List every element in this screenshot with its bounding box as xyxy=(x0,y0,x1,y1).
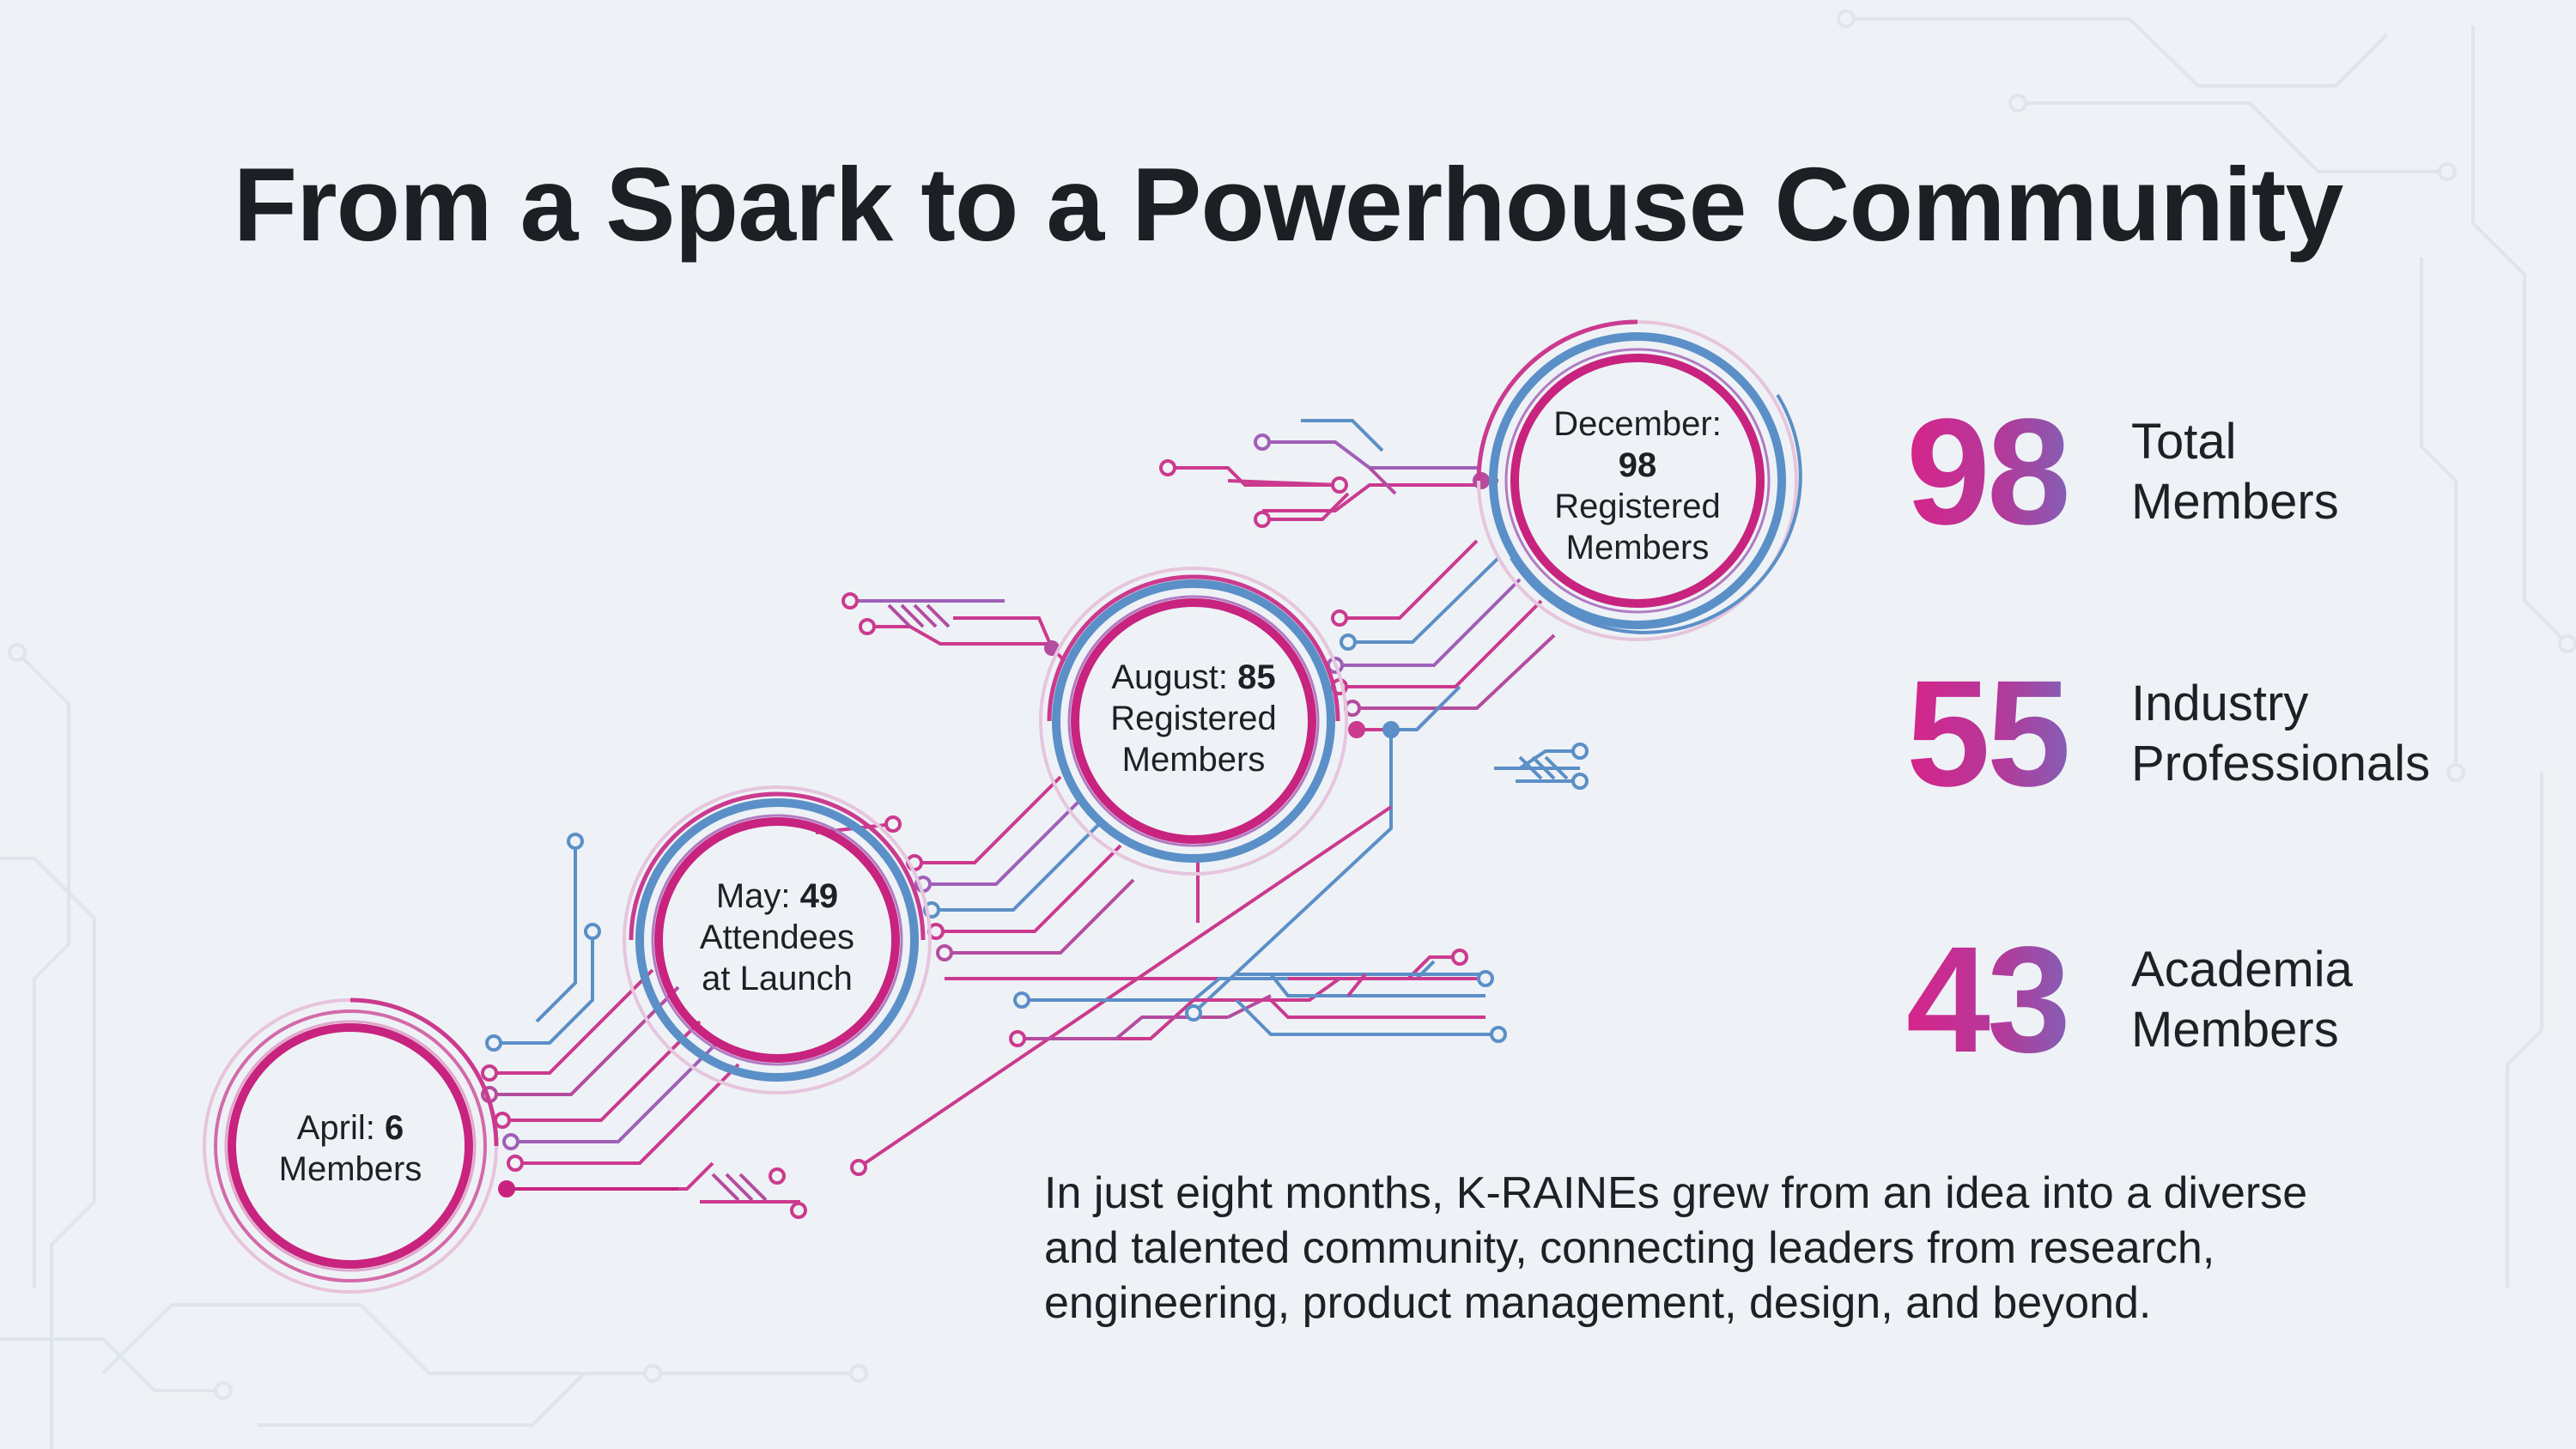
stat-total-members: 98 Total Members xyxy=(1906,395,2559,549)
traces-august-to-december xyxy=(857,539,1580,1169)
milestone-label-may: May: 49 Attendees at Launch xyxy=(699,877,855,997)
milestone-label-december: December: 98 Registered Members xyxy=(1553,405,1722,567)
milestone-ring-august xyxy=(1039,567,1348,876)
milestone-ring-december xyxy=(1476,319,1802,641)
stat-value: 98 xyxy=(1906,395,2121,549)
page-title: From a Spark to a Powerhouse Community xyxy=(233,146,2344,263)
trace-pads-august xyxy=(850,609,1589,1176)
traces-december-input xyxy=(1168,419,1498,521)
stat-value: 55 xyxy=(1906,657,2121,811)
milestone-label-august: August: 85 Registered Members xyxy=(1110,658,1277,779)
stat-label: Industry Professionals xyxy=(2131,676,2431,791)
milestone-ring-april xyxy=(203,997,499,1294)
trace-pads-december xyxy=(1159,433,1490,528)
stat-academia-members: 43 Academia Members xyxy=(1906,923,2559,1077)
milestone-ring-may xyxy=(623,785,932,1094)
stat-value: 43 xyxy=(1906,923,2121,1077)
stat-label: Total Members xyxy=(2131,414,2339,530)
stat-label: Academia Members xyxy=(2131,942,2353,1058)
summary-text: In just eight months, K-RAINEs grew from… xyxy=(1044,1168,2308,1328)
stat-industry-professionals: 55 Industry Professionals xyxy=(1906,657,2559,811)
milestone-label-april: April: 6 Members xyxy=(278,1109,422,1188)
